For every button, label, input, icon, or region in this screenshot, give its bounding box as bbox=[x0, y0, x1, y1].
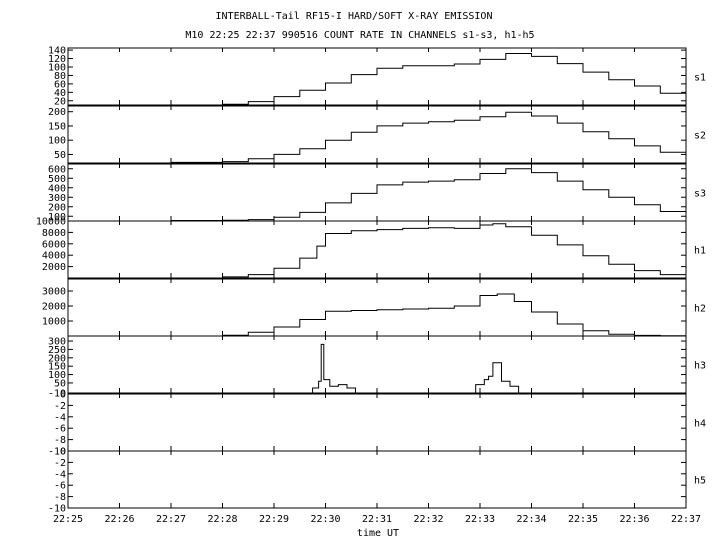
x-tick-label: 22:26 bbox=[104, 514, 134, 525]
y-tick-label: 200 bbox=[48, 202, 66, 213]
y-tick-label: 150 bbox=[48, 362, 66, 373]
channel-label-h4: h4 bbox=[694, 419, 706, 430]
panel-h2: 1000 2000 3000 h2 bbox=[42, 278, 706, 337]
y-tick-label: 600 bbox=[48, 164, 66, 175]
x-axis-label: time UT bbox=[357, 528, 399, 539]
panels-group: 20406080100120140s150100150200s210020030… bbox=[36, 46, 706, 515]
y-tick-label: 500 bbox=[48, 174, 66, 185]
y-tick-label: 100 bbox=[48, 136, 66, 147]
y-tick-label: 140 bbox=[48, 46, 66, 57]
y-tick-label: -10 bbox=[48, 389, 66, 400]
channel-label-s2: s2 bbox=[694, 131, 706, 142]
y-tick-label: 2000 bbox=[42, 262, 66, 273]
y-tick-label: 10000 bbox=[36, 217, 66, 228]
y-tick-label: -6 bbox=[54, 481, 66, 492]
y-tick-label: -2 bbox=[54, 458, 66, 469]
panel-frame bbox=[67, 105, 687, 164]
y-tick-label: -10 bbox=[48, 447, 66, 458]
y-tick-label: 60 bbox=[54, 79, 66, 90]
channel-label-s3: s3 bbox=[694, 189, 706, 200]
panel-s2: 50 100 150 200 s2 bbox=[48, 105, 706, 164]
x-tick-label: 22:36 bbox=[619, 514, 649, 525]
x-tick-label: 22:25 bbox=[53, 514, 83, 525]
panel-frame bbox=[67, 47, 687, 106]
panel-frame bbox=[67, 335, 687, 394]
channel-label-h1: h1 bbox=[694, 246, 706, 257]
x-tick-label: 22:33 bbox=[465, 514, 495, 525]
y-tick-label: 40 bbox=[54, 88, 66, 99]
y-tick-label: 100 bbox=[48, 370, 66, 381]
y-tick-label: 0 bbox=[60, 390, 66, 401]
x-tick-label: 22:27 bbox=[156, 514, 186, 525]
y-tick-label: 6000 bbox=[42, 239, 66, 250]
y-tick-label: -4 bbox=[54, 412, 66, 423]
y-tick-label: 1000 bbox=[42, 317, 66, 328]
y-tick-label: -10 bbox=[48, 504, 66, 515]
x-tick-label: 22:34 bbox=[516, 514, 546, 525]
y-tick-label: 400 bbox=[48, 183, 66, 194]
x-axis: 22:25 22:26 22:27 22:28 22:29 22:30 22:31 22:32… bbox=[53, 514, 701, 525]
y-tick-label: 200 bbox=[48, 353, 66, 364]
y-tick-label: -8 bbox=[54, 435, 66, 446]
y-tick-label: 3000 bbox=[42, 287, 66, 298]
y-tick-label: -8 bbox=[54, 492, 66, 503]
series-line-h1 bbox=[171, 223, 687, 279]
y-tick-label: 2000 bbox=[42, 302, 66, 313]
y-tick-label: 80 bbox=[54, 71, 66, 82]
x-tick-label: 22:35 bbox=[568, 514, 598, 525]
series-line-s3 bbox=[171, 168, 687, 221]
panel-frame bbox=[67, 450, 687, 509]
y-tick-label: 200 bbox=[48, 107, 66, 118]
x-tick-label: 22:30 bbox=[310, 514, 340, 525]
channel-label-h5: h5 bbox=[694, 476, 706, 487]
y-tick-label: 0 bbox=[60, 447, 66, 458]
x-tick-label: 22:28 bbox=[207, 514, 237, 525]
y-tick-label: 4000 bbox=[42, 251, 66, 262]
y-tick-label: 300 bbox=[48, 193, 66, 204]
chart-subtitle: M10 22:25 22:37 990516 COUNT RATE IN CHA… bbox=[185, 30, 534, 41]
y-tick-label: 120 bbox=[48, 54, 66, 65]
series-line-s2 bbox=[171, 111, 687, 163]
y-tick-label: 150 bbox=[48, 121, 66, 132]
x-tick-label: 22:31 bbox=[362, 514, 392, 525]
y-tick-label: 50 bbox=[54, 150, 66, 161]
panel-frame bbox=[67, 278, 687, 337]
series-line-h3 bbox=[304, 343, 520, 394]
x-tick-label: 22:32 bbox=[413, 514, 443, 525]
chart-title: INTERBALL-Tail RF15-I HARD/SOFT X-RAY EM… bbox=[216, 11, 493, 22]
panel-frame bbox=[67, 393, 687, 452]
channel-label-s1: s1 bbox=[694, 73, 706, 84]
y-tick-label: 100 bbox=[48, 63, 66, 74]
y-tick-label: 250 bbox=[48, 345, 66, 356]
series-line-h2 bbox=[171, 293, 687, 337]
x-tick-label: 22:29 bbox=[259, 514, 289, 525]
y-tick-label: -4 bbox=[54, 469, 66, 480]
y-tick-label: 300 bbox=[48, 337, 66, 348]
series-line-s1 bbox=[171, 53, 687, 106]
y-tick-label: 20 bbox=[54, 96, 66, 107]
y-tick-label: -2 bbox=[54, 401, 66, 412]
x-tick-label: 22:37 bbox=[671, 514, 701, 525]
y-tick-label: 50 bbox=[54, 378, 66, 389]
channel-label-h2: h2 bbox=[694, 304, 706, 315]
channel-label-h3: h3 bbox=[694, 361, 706, 372]
y-tick-label: -6 bbox=[54, 424, 66, 435]
y-tick-label: 8000 bbox=[42, 228, 66, 239]
y-tick-label: 100 bbox=[48, 212, 66, 223]
